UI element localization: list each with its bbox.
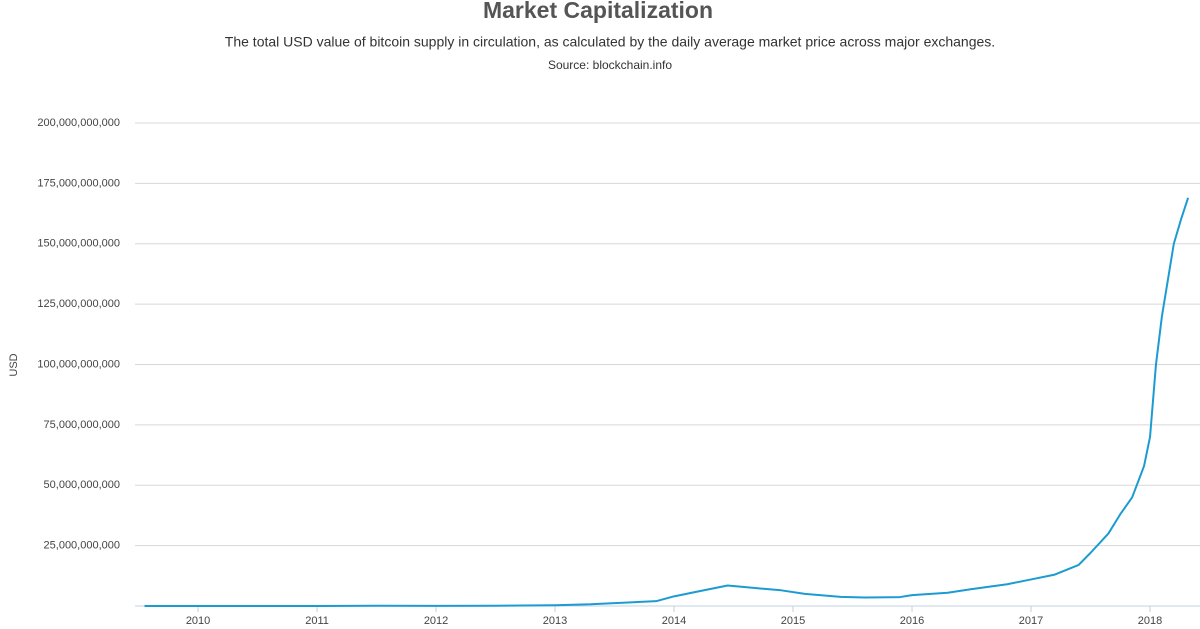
x-tick-label: 2016 [900,615,924,627]
data-line [144,197,1190,607]
y-tick-label: 150,000,000,000 [37,238,120,250]
chart-subtitle: The total USD value of bitcoin supply in… [225,34,995,50]
chart-title: Market Capitalization [483,0,713,23]
y-axis-label: USD [8,353,20,376]
x-tick-label: 2015 [781,615,805,627]
y-tick-label: 25,000,000,000 [44,540,120,552]
y-tick-label: 175,000,000,000 [37,177,120,189]
x-tick-label: 2011 [305,615,329,627]
x-tick-label: 2017 [1019,615,1043,627]
x-tick-label: 2013 [543,615,567,627]
y-tick-label: 125,000,000,000 [37,298,120,310]
x-tick-label: 2010 [186,615,210,627]
y-tick-label: 75,000,000,000 [44,419,120,431]
y-tick-label: 200,000,000,000 [37,117,120,129]
chart-source: Source: blockchain.info [548,58,672,72]
y-tick-label: 100,000,000,000 [37,358,120,370]
y-tick-label: 50,000,000,000 [44,479,120,491]
x-tick-label: 2018 [1138,615,1162,627]
x-tick-label: 2014 [662,615,686,627]
x-tick-label: 2012 [424,615,448,627]
